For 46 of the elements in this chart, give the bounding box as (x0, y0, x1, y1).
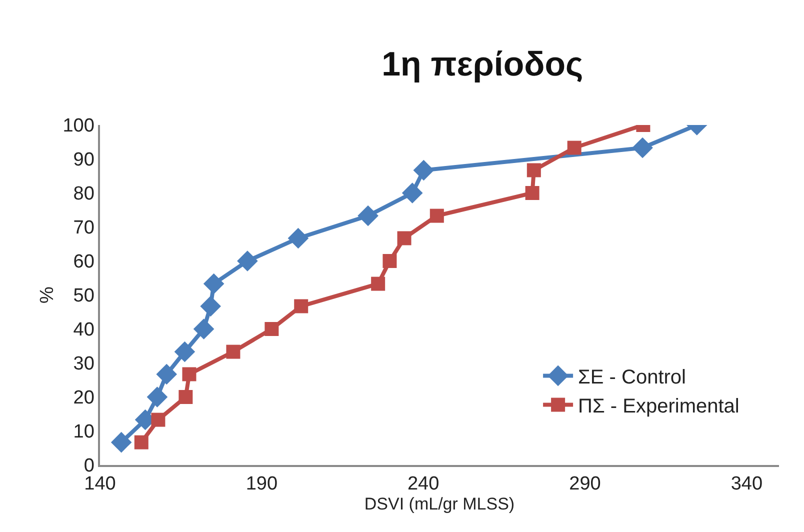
point (134, 435, 148, 450)
y-tick-label: 40 (73, 320, 94, 341)
point (430, 208, 444, 223)
point (525, 186, 540, 200)
x-tick-label: 240 (407, 474, 440, 495)
point (632, 137, 653, 158)
x-axis-title: DSVI (mL/gr MLSS) (364, 494, 515, 514)
point (413, 160, 434, 181)
point (182, 367, 196, 382)
y-tick-label: 100 (62, 116, 94, 137)
point (397, 231, 412, 246)
point (402, 182, 423, 204)
point (371, 276, 386, 291)
y-tick-label: 70 (73, 218, 94, 239)
legend-label: ΠΣ - Experimental (578, 396, 740, 418)
point (146, 386, 168, 408)
point (567, 140, 582, 155)
y-tick-label: 60 (73, 252, 94, 273)
y-axis-title: % (37, 286, 58, 304)
point (200, 296, 221, 317)
point (382, 254, 397, 268)
point (264, 322, 279, 336)
y-tick-label: 30 (73, 354, 94, 375)
y-tick-label: 50 (73, 286, 94, 307)
point (193, 318, 214, 340)
point (526, 163, 541, 178)
legend-label: ΣΕ - Control (578, 366, 686, 388)
y-tick-label: 20 (73, 388, 94, 409)
point (151, 412, 166, 427)
chart-title: 1η περίοδος (382, 46, 584, 84)
x-tick-label: 340 (730, 474, 763, 495)
point (110, 432, 132, 453)
x-tick-label: 290 (569, 474, 601, 495)
point (178, 390, 193, 404)
point (174, 341, 196, 362)
point (203, 273, 224, 294)
point (237, 250, 258, 272)
point (226, 344, 240, 359)
y-tick-label: 90 (73, 150, 94, 171)
y-tick-label: 10 (73, 422, 94, 443)
point (294, 299, 308, 314)
y-tick-label: 80 (73, 184, 94, 205)
point (358, 205, 378, 226)
point (156, 364, 178, 385)
x-tick-label: 190 (246, 474, 278, 495)
point (288, 228, 309, 249)
